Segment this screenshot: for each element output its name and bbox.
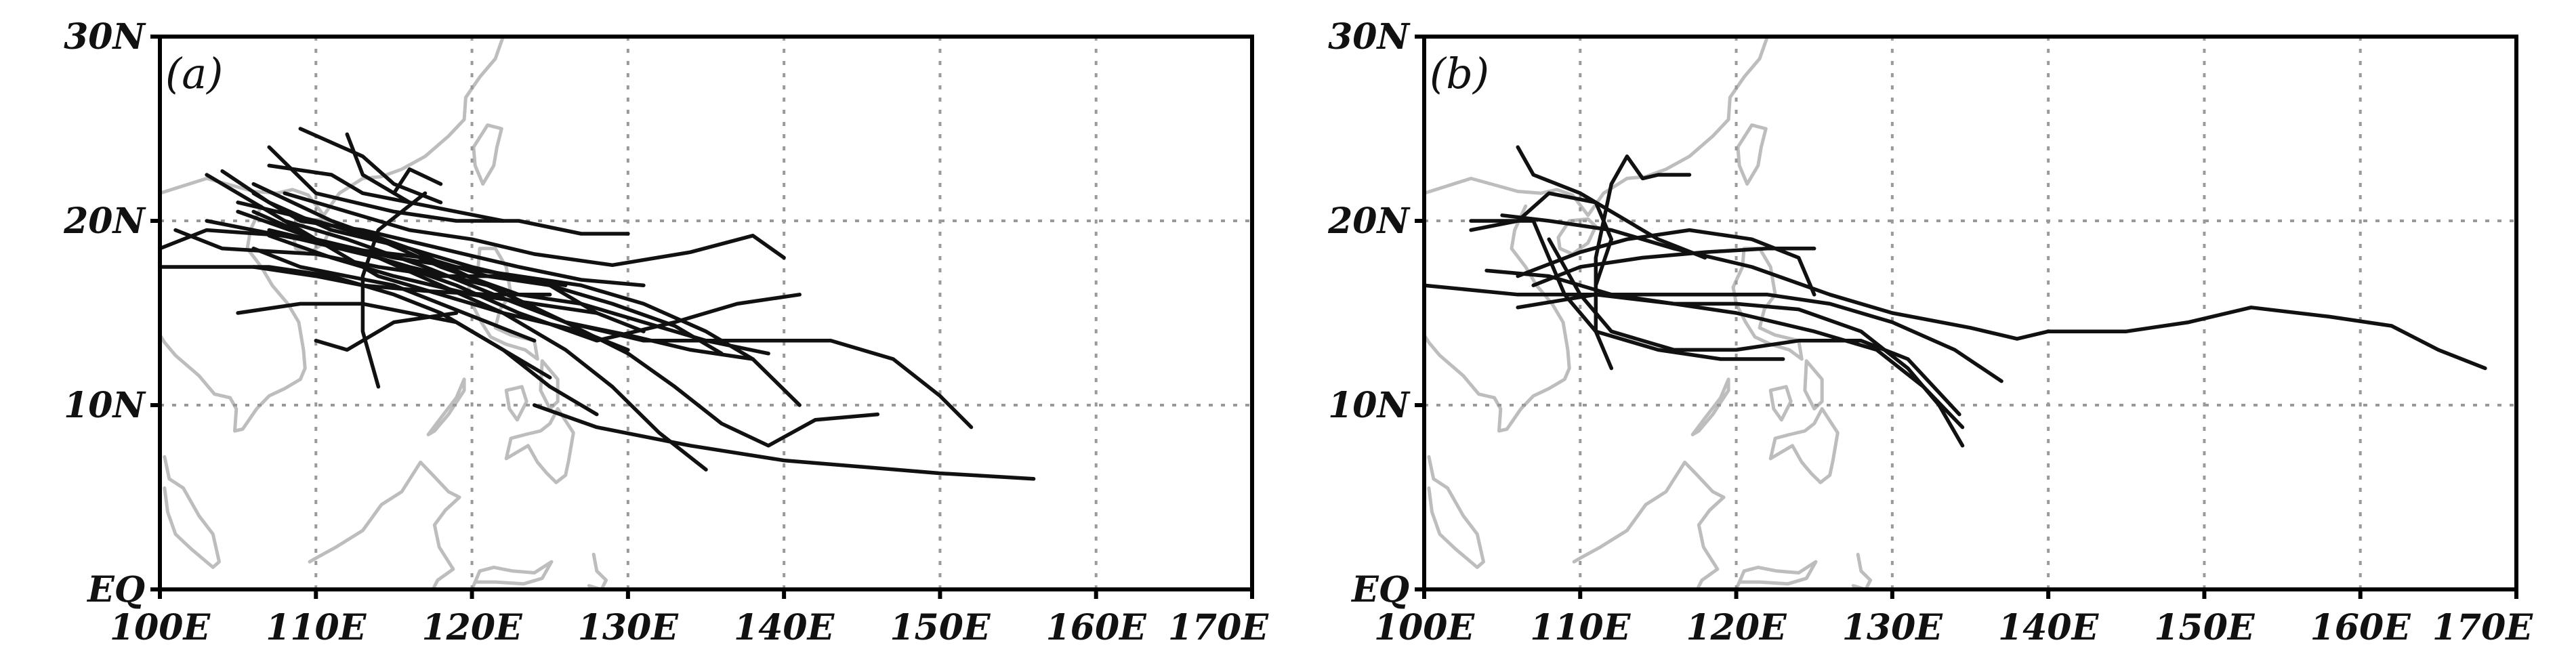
map-panel-a: 100E 110E 120E 130E 140E 150E 160E 170E EQ 10N 20N… [63,16,1269,648]
coastline [587,552,608,589]
x-tick-label: 100E [1374,607,1476,648]
cyclone-tracks [160,127,1036,481]
coastline [1803,359,1824,411]
cyclone-track [251,191,646,287]
x-tick-label: 120E [1686,607,1787,648]
coastline-layer [160,37,608,589]
cyclone-track [251,265,552,297]
x-tick-label: 130E [578,607,680,648]
coastline [1427,455,1485,569]
coastline [308,460,461,589]
coastline [1690,377,1730,436]
cyclone-track [283,219,630,352]
map-frame [1422,35,2518,591]
x-tick-label: 140E [734,607,835,648]
x-tick-label: 100E [110,607,211,648]
cyclone-track [160,228,599,315]
panel-label-background [1426,39,1528,101]
cyclone-track [160,265,599,417]
y-tick-label: 20N [1327,201,1411,242]
panel-label: (b) [1430,49,1489,98]
cyclone-track [1500,213,2487,371]
cyclone-track [532,403,1036,481]
cyclone-track [1469,191,1614,287]
coastline [1572,460,1726,589]
coastline [504,385,528,422]
cyclone-track [360,191,428,389]
coastline [1424,37,1770,217]
map-frame [158,35,1254,591]
x-tick-label: 110E [266,607,367,648]
panel-label-background [162,39,264,101]
cyclone-track [298,127,443,205]
coastline [1768,406,1840,484]
cyclone-track [236,301,552,379]
coastline [1731,247,1804,361]
cyclone-track [1469,219,1785,361]
y-tick-label: 10N [1328,385,1411,426]
cyclone-track [267,145,630,236]
cyclone-track [1516,228,1816,297]
gridlines [1424,37,2516,589]
coastline [426,377,466,436]
coastline [163,455,221,569]
x-tick-label: 150E [2154,607,2256,648]
x-tick-label: 170E [2432,607,2534,648]
cyclone-track [251,247,537,343]
panel-label: (a) [165,49,223,98]
y-tick-label: EQ [86,569,145,610]
cyclone-track [314,311,459,352]
cyclone-track [283,191,786,268]
cyclone-track [1547,237,1961,417]
coastline [470,560,554,589]
x-tick-label: 170E [1168,607,1270,648]
y-tick-label: 10N [64,385,146,426]
x-tick-label: 160E [1046,607,1148,648]
x-tick-label: 110E [1530,607,1632,648]
map-panel-b: 100E 110E 120E 130E 140E 150E 160E 170E EQ 10N 20N… [1327,16,2533,648]
cyclone-track [173,228,568,287]
coastline [1851,552,1873,589]
y-tick-label: 30N [64,16,146,58]
x-tick-label: 160E [2310,607,2412,648]
cyclone-tracks [1424,145,2487,448]
x-tick-label: 150E [890,607,991,648]
x-tick-label: 140E [1998,607,2100,648]
x-tick-label: 130E [1842,607,1944,648]
x-tick-label: 120E [421,607,523,648]
coastline-layer [1424,37,1873,589]
coastline [1768,385,1793,422]
cyclone-track [267,163,505,223]
coastline [472,123,503,186]
coastline [504,406,575,484]
y-tick-label: EQ [1350,569,1409,610]
cyclone-track [392,167,443,195]
coastline [1734,560,1818,589]
coastline [1736,123,1768,186]
cyclone-track [1484,268,1965,430]
cyclone-track [220,169,724,356]
cyclone-track [1594,154,1692,371]
y-tick-label: 20N [63,201,146,242]
coastline [160,204,307,433]
cyclone-track [1424,283,2003,383]
y-tick-label: 30N [1328,16,1411,58]
